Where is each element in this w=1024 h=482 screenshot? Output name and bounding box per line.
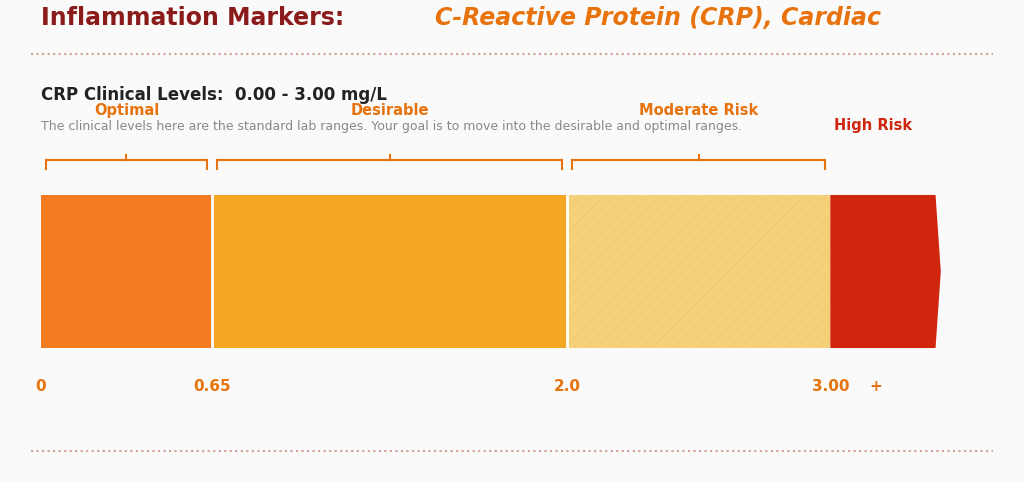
Text: 3.00: 3.00 [812, 379, 849, 394]
Text: C-Reactive Protein (CRP), Cardiac: C-Reactive Protein (CRP), Cardiac [435, 6, 882, 30]
Text: High Risk: High Risk [834, 118, 911, 133]
Text: Optimal: Optimal [94, 104, 159, 119]
FancyBboxPatch shape [567, 195, 830, 348]
FancyBboxPatch shape [212, 195, 567, 348]
Text: CRP Clinical Levels:  0.00 - 3.00 mg/L: CRP Clinical Levels: 0.00 - 3.00 mg/L [41, 86, 387, 104]
Text: 2.0: 2.0 [554, 379, 581, 394]
Text: +: + [869, 379, 882, 394]
Polygon shape [830, 195, 941, 348]
Text: Moderate Risk: Moderate Risk [639, 104, 759, 119]
FancyBboxPatch shape [41, 195, 212, 348]
Text: 0.65: 0.65 [194, 379, 230, 394]
Text: Inflammation Markers:: Inflammation Markers: [41, 6, 352, 30]
Text: 0: 0 [36, 379, 46, 394]
Text: The clinical levels here are the standard lab ranges. Your goal is to move into : The clinical levels here are the standar… [41, 120, 742, 133]
Text: Desirable: Desirable [350, 104, 429, 119]
